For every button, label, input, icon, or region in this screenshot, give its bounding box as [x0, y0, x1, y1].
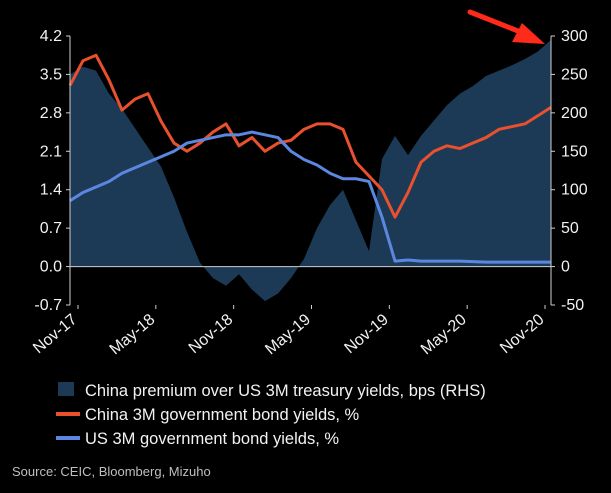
x-tick-label: Nov-20 [497, 311, 548, 357]
x-tick-label: Nov-19 [341, 311, 392, 357]
legend-label: US 3M government bond yields, % [85, 430, 339, 448]
right-tick-label: 300 [561, 28, 588, 45]
annotation-layer [467, 9, 545, 44]
legend-label: China 3M government bond yields, % [85, 406, 360, 424]
left-tick-label: -0.7 [34, 297, 62, 314]
right-tick-label: 50 [561, 220, 579, 237]
x-tick-label: May-18 [107, 311, 159, 358]
x-tick-label: Nov-17 [30, 311, 81, 357]
left-tick-label: 4.2 [40, 28, 62, 45]
legend: China premium over US 3M treasury yields… [56, 382, 486, 448]
left-tick-label: 2.8 [40, 105, 62, 122]
left-tick-label: 0.7 [40, 220, 62, 237]
us-yield-line [69, 130, 551, 264]
left-tick-label: 3.5 [40, 66, 62, 83]
arrow-shaft [467, 9, 526, 36]
right-tick-label: 200 [561, 105, 588, 122]
right-tick-label: 0 [561, 259, 570, 276]
china-yield-line [68, 53, 552, 219]
x-tick-label: Nov-18 [186, 311, 237, 357]
legend-label: China premium over US 3M treasury yields… [85, 382, 486, 400]
x-tick-label: May-19 [262, 311, 314, 358]
x-tick-label: May-20 [418, 311, 470, 358]
left-tick-label: 1.4 [40, 182, 62, 199]
left-tick-label: 0.0 [40, 259, 62, 276]
axes-layer [66, 35, 555, 309]
left-tick-label: 2.1 [40, 143, 62, 160]
right-tick-label: 100 [561, 182, 588, 199]
arrow-head-icon [512, 23, 545, 44]
legend-swatch-premium [58, 382, 74, 396]
premium-area-layer [70, 39, 551, 302]
right-tick-label: 150 [561, 143, 588, 160]
right-tick-label: -50 [561, 297, 584, 314]
right-tick-label: 250 [561, 66, 588, 83]
source-note: Source: CEIC, Bloomberg, Mizuho [12, 464, 211, 479]
yield-lines-layer [68, 53, 552, 264]
premium-area [70, 39, 551, 302]
